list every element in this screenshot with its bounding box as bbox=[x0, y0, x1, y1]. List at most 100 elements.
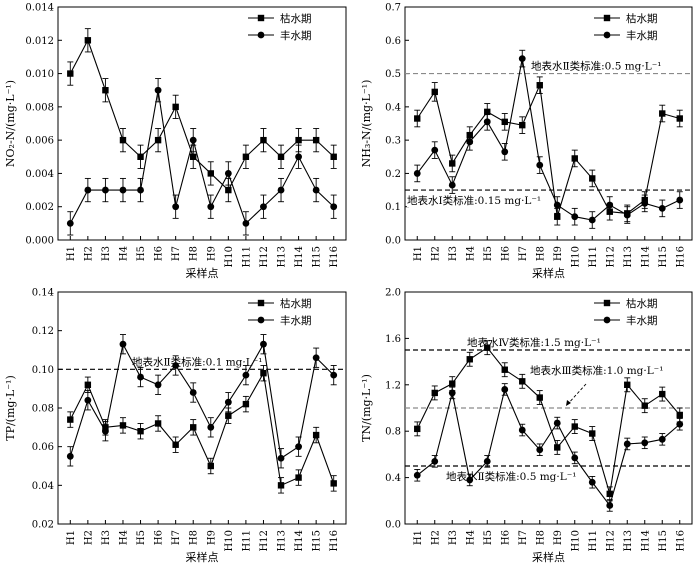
reference-line-label: 地表水Ⅱ类标准:0.1 mg·L⁻¹ bbox=[132, 355, 262, 368]
data-point-square bbox=[659, 390, 666, 398]
x-tick-label: H14 bbox=[640, 246, 651, 267]
data-point-square bbox=[449, 160, 456, 167]
y-tick-label: 0.8 bbox=[385, 427, 401, 438]
legend-label: 丰水期 bbox=[626, 314, 658, 327]
x-tick-label: H9 bbox=[206, 246, 217, 261]
data-point-square bbox=[84, 37, 92, 44]
y-tick-label: 0.006 bbox=[25, 136, 54, 147]
data-point-square bbox=[260, 370, 267, 377]
data-point-circle bbox=[312, 354, 320, 362]
legend-label: 枯水期 bbox=[626, 297, 658, 310]
data-point-square bbox=[225, 412, 232, 419]
data-point-circle bbox=[466, 476, 474, 484]
x-axis-title: 采样点 bbox=[532, 266, 565, 280]
data-point-square bbox=[154, 136, 162, 144]
y-tick-label: 0.0 bbox=[385, 520, 401, 531]
x-tick-label: H1 bbox=[413, 246, 424, 261]
data-point-circle bbox=[553, 201, 561, 209]
x-tick-label: H13 bbox=[277, 246, 288, 267]
series-line-1 bbox=[69, 90, 335, 225]
data-point-square bbox=[536, 394, 543, 401]
y-tick-label: 0.7 bbox=[385, 3, 401, 14]
data-point-circle bbox=[623, 211, 631, 219]
x-tick-label: H4 bbox=[465, 246, 476, 261]
data-point-circle bbox=[676, 420, 684, 428]
data-point-square bbox=[242, 153, 250, 160]
x-tick-label: H10 bbox=[570, 246, 581, 267]
y-tick-label: 0.014 bbox=[25, 3, 54, 14]
x-tick-label: H16 bbox=[329, 530, 340, 551]
x-tick-label: H12 bbox=[605, 530, 616, 551]
data-point-circle bbox=[588, 216, 596, 224]
series-line-0 bbox=[416, 83, 680, 217]
x-tick-label: H3 bbox=[101, 530, 112, 545]
data-point-square bbox=[330, 480, 337, 487]
data-point-square bbox=[312, 136, 320, 144]
y-axis-title: TP/(mg·L⁻¹) bbox=[4, 375, 17, 441]
data-point-circle bbox=[260, 340, 267, 348]
data-point-circle bbox=[536, 446, 544, 454]
data-point-circle bbox=[84, 396, 92, 404]
panel-nh3: 0.0 0.1 0.2 0.3 0.4 0.5 0.6 0.7 H1 H2 H3 H4 H5 H6 H7 H8… bbox=[360, 3, 693, 280]
y-tick-label: 1.6 bbox=[385, 334, 401, 345]
y-tick-label: 0.004 bbox=[25, 169, 54, 180]
x-tick-label: H6 bbox=[154, 530, 165, 545]
x-tick-label: H7 bbox=[518, 530, 529, 545]
x-tick-label: H14 bbox=[294, 246, 305, 267]
data-point-square bbox=[431, 389, 438, 397]
data-point-square bbox=[137, 428, 144, 435]
data-point-square bbox=[676, 115, 683, 122]
x-tick-label: H10 bbox=[224, 530, 235, 551]
data-point-square bbox=[119, 136, 127, 144]
plot-frame bbox=[404, 6, 693, 241]
y-axis-title: TN/(mg·L⁻¹) bbox=[360, 374, 373, 442]
x-tick-label: H12 bbox=[259, 246, 270, 267]
x-tick-label: H14 bbox=[294, 530, 305, 551]
x-tick-label: H5 bbox=[483, 246, 494, 261]
x-tick-label: H5 bbox=[136, 246, 147, 261]
legend-marker-circle bbox=[603, 31, 611, 39]
legend-marker-square bbox=[257, 14, 265, 22]
y-tick-label: 0.4 bbox=[385, 102, 401, 113]
data-point-circle bbox=[330, 203, 338, 211]
data-point-circle bbox=[588, 478, 596, 486]
y-tick-label: 0.10 bbox=[32, 365, 54, 376]
x-tick-label: H14 bbox=[640, 530, 651, 551]
data-point-circle bbox=[172, 362, 180, 369]
data-point-circle bbox=[277, 454, 285, 462]
y-tick-label: 1.2 bbox=[385, 380, 401, 391]
y-tick-label: 0.012 bbox=[25, 36, 54, 47]
legend-marker-circle bbox=[603, 316, 611, 324]
x-tick-label: H11 bbox=[588, 246, 599, 267]
data-point-square bbox=[589, 175, 596, 182]
x-tick-label: H2 bbox=[430, 246, 441, 261]
reference-line-label: 地表水Ⅱ类标准:0.5 mg·L⁻¹ bbox=[531, 60, 661, 73]
y-tick-label: 0.0 bbox=[385, 236, 401, 247]
x-axis-title: 采样点 bbox=[532, 550, 565, 564]
data-point-square bbox=[466, 356, 473, 363]
reference-line-label: 地表水Ⅱ类标准:0.5 mg·L⁻¹ bbox=[446, 470, 576, 483]
data-point-circle bbox=[483, 457, 491, 465]
y-tick-label: 0.2 bbox=[385, 169, 401, 180]
x-tick-label: H13 bbox=[623, 246, 634, 267]
x-axis-title: 采样点 bbox=[186, 550, 219, 564]
data-point-square bbox=[624, 381, 631, 388]
x-tick-label: H7 bbox=[518, 246, 529, 261]
data-point-circle bbox=[518, 55, 526, 62]
x-tick-label: H3 bbox=[448, 530, 459, 545]
data-point-square bbox=[536, 82, 543, 89]
data-point-square bbox=[260, 136, 267, 144]
data-point-circle bbox=[295, 153, 302, 161]
x-tick-label: H2 bbox=[83, 246, 94, 261]
data-point-circle bbox=[501, 386, 509, 393]
data-point-circle bbox=[501, 148, 509, 156]
data-point-circle bbox=[137, 373, 144, 381]
x-tick-label: H13 bbox=[277, 530, 288, 551]
y-tick-label: 0.1 bbox=[385, 202, 401, 213]
x-tick-label: H2 bbox=[430, 530, 441, 545]
series-line-1 bbox=[416, 387, 681, 507]
panel-tp: 0.02 0.04 0.06 0.08 0.10 0.12 0.14 H1 H2 H3 H4 H5 H6… bbox=[4, 288, 347, 564]
legend-label: 枯水期 bbox=[280, 297, 312, 310]
data-point-square bbox=[484, 344, 491, 351]
data-point-circle bbox=[102, 427, 109, 435]
